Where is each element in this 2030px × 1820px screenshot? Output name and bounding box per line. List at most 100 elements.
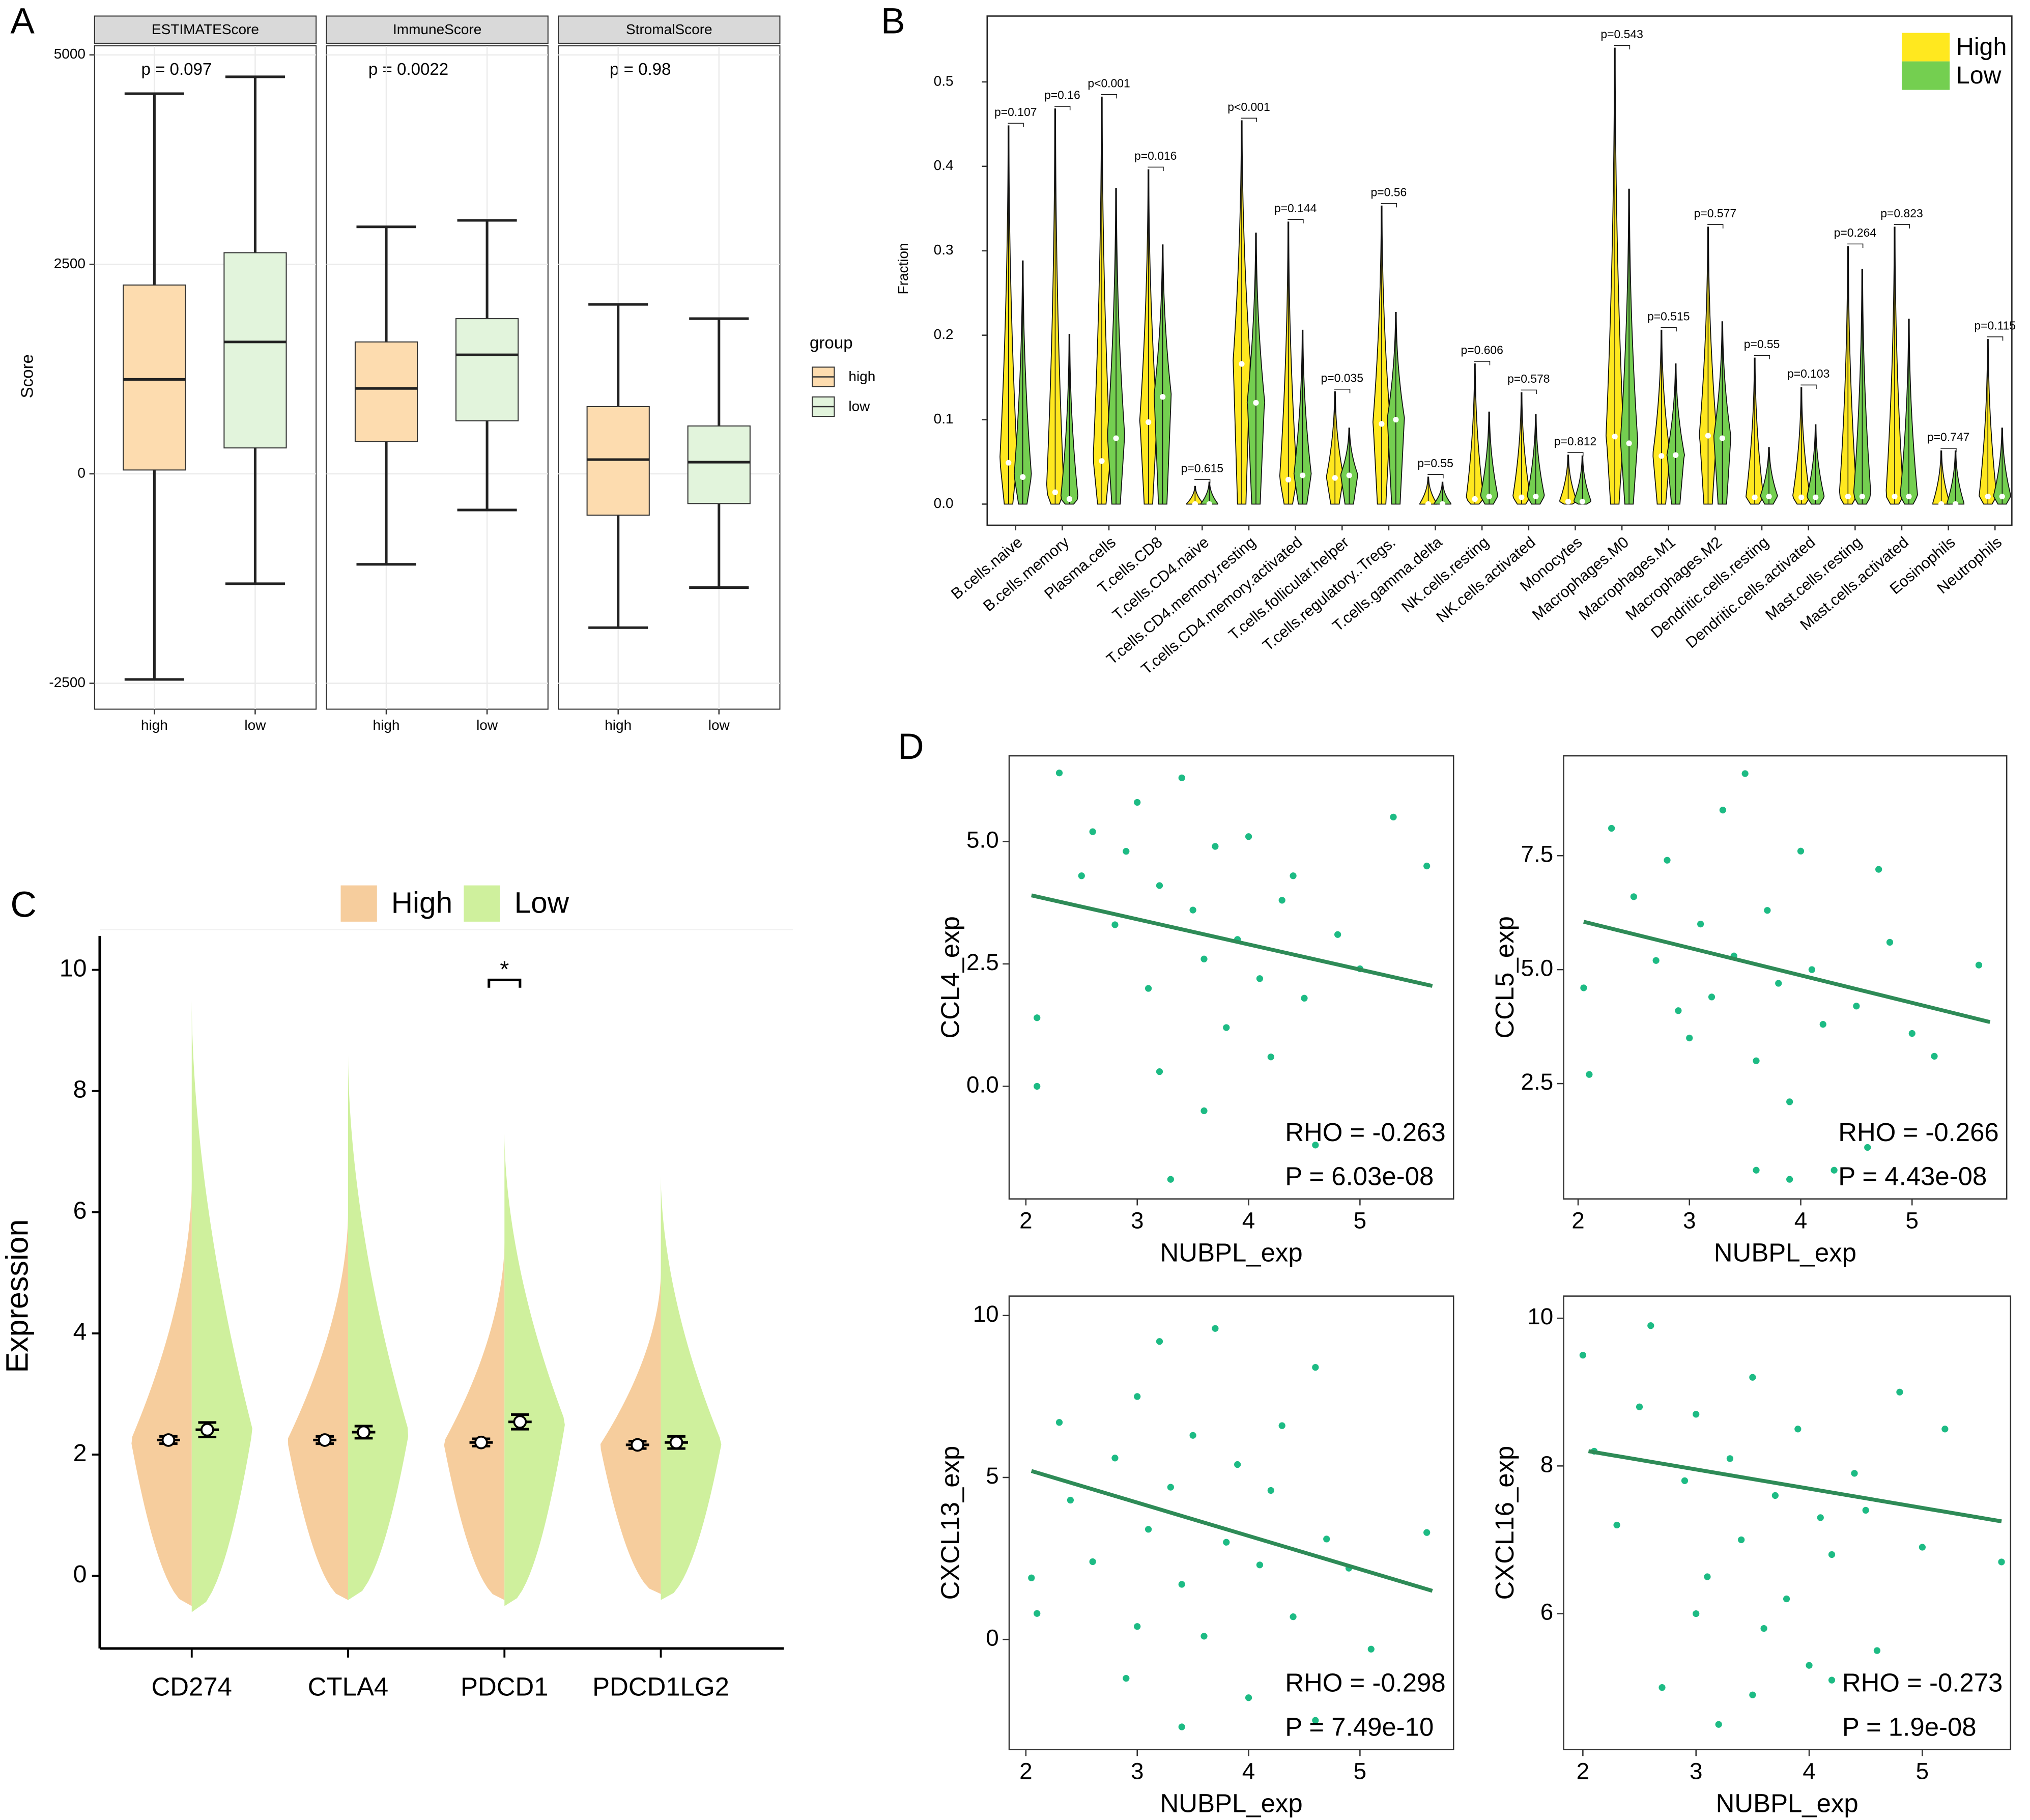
p-bracket xyxy=(1614,45,1631,50)
median-dot xyxy=(1472,496,1478,502)
point xyxy=(1886,939,1894,946)
median-dot xyxy=(1332,475,1338,481)
x-tick-label: 3 xyxy=(1690,1758,1702,1784)
y-axis-label: Fraction xyxy=(895,243,911,294)
y-tick-label: 0 xyxy=(73,1560,87,1588)
p-bracket xyxy=(1474,361,1491,365)
point xyxy=(1167,1484,1174,1491)
significance-bracket xyxy=(488,978,522,988)
p-bracket xyxy=(1567,452,1584,457)
y-tick-label: 0.2 xyxy=(934,326,954,342)
median-dot xyxy=(1659,453,1665,459)
point xyxy=(1189,1432,1196,1439)
facet-strip xyxy=(94,15,317,44)
point xyxy=(1831,1167,1838,1174)
median-dot xyxy=(1612,434,1618,440)
median-dot xyxy=(1006,460,1012,466)
facet-strip xyxy=(558,15,781,44)
y-tick-label: 8 xyxy=(1540,1451,1553,1477)
plot-panel xyxy=(1008,1295,1454,1750)
median-dot xyxy=(1985,493,1991,500)
p-bracket xyxy=(1008,123,1024,127)
median-dot xyxy=(1439,501,1446,507)
y-tick-label: 10 xyxy=(973,1301,999,1327)
median-dot xyxy=(1206,501,1212,507)
x-tick-label: 3 xyxy=(1131,1758,1143,1784)
half-violin xyxy=(600,1272,661,1594)
x-tick-label: 5 xyxy=(1916,1758,1929,1784)
p-value-label: p = 0.98 xyxy=(610,60,671,79)
x-tick-label: 2 xyxy=(1019,1208,1032,1234)
p-value-label: p<0.001 xyxy=(1227,100,1270,113)
y-tick-label: 2 xyxy=(73,1439,87,1467)
point xyxy=(1278,1422,1285,1429)
x-tick-label: high xyxy=(373,717,400,733)
half-violin xyxy=(191,1000,252,1612)
point xyxy=(1078,872,1085,879)
point xyxy=(1613,1521,1620,1529)
median-dot xyxy=(1953,501,1959,507)
median-dot xyxy=(1519,494,1525,500)
median-dot xyxy=(1052,489,1059,495)
legend-label: Low xyxy=(1956,62,2002,89)
point xyxy=(1794,1426,1802,1433)
point xyxy=(1726,1455,1734,1462)
y-tick-label: 0.1 xyxy=(934,411,954,426)
x-tick-label: 4 xyxy=(1242,1758,1255,1784)
y-tick-label: 7.5 xyxy=(1521,841,1554,867)
point xyxy=(1896,1388,1903,1396)
point xyxy=(1323,1535,1330,1543)
point xyxy=(1664,857,1671,864)
point xyxy=(1908,1030,1915,1037)
point xyxy=(1753,1057,1760,1064)
point xyxy=(1156,1338,1163,1345)
median-dot xyxy=(1719,435,1726,441)
point xyxy=(1775,980,1782,987)
point xyxy=(1034,1014,1041,1021)
point xyxy=(1212,843,1219,850)
point xyxy=(1245,833,1252,840)
fit-line xyxy=(1031,1469,1433,1593)
panel-label: C xyxy=(10,885,36,925)
point xyxy=(1223,1024,1230,1031)
median-dot xyxy=(1766,493,1772,500)
point xyxy=(1708,993,1716,1001)
point xyxy=(1123,1674,1130,1682)
median-dot xyxy=(1113,435,1119,441)
legend-label: low xyxy=(848,399,870,414)
p-value-label: p=0.16 xyxy=(1044,89,1080,102)
p-bracket xyxy=(1334,388,1351,393)
legend-key xyxy=(464,885,500,922)
x-tick-label: 5 xyxy=(1906,1208,1919,1234)
mean-dot xyxy=(513,1415,527,1429)
point xyxy=(1636,1403,1643,1410)
p-bracket xyxy=(1754,355,1770,359)
median-dot xyxy=(1239,361,1245,367)
point xyxy=(1055,770,1063,777)
x-tick-label: high xyxy=(141,717,168,733)
y-tick-label: -2500 xyxy=(49,674,85,690)
median-dot xyxy=(1346,472,1352,478)
point xyxy=(1771,1492,1779,1499)
point xyxy=(1256,1561,1264,1569)
box xyxy=(223,252,287,449)
median-dot xyxy=(1160,394,1166,400)
median-dot xyxy=(1673,452,1679,458)
x-tick-label: 4 xyxy=(1242,1208,1255,1234)
x-tick-label: high xyxy=(605,717,632,733)
point xyxy=(1741,770,1749,777)
median-dot xyxy=(1752,494,1758,500)
p-value-label: p=0.812 xyxy=(1554,435,1596,448)
facet-title: ImmuneScore xyxy=(393,21,481,37)
point xyxy=(1808,966,1815,973)
point xyxy=(1145,1526,1152,1533)
y-axis-label: Expression xyxy=(0,1219,34,1373)
annotation: RHO = -0.273 xyxy=(1842,1668,2003,1697)
annotation: P = 4.43e-08 xyxy=(1838,1161,1987,1190)
y-tick-label: 0 xyxy=(986,1625,998,1651)
x-tick-label: 2 xyxy=(1019,1758,1032,1784)
fit-line xyxy=(1588,1449,2002,1523)
x-tick-label: low xyxy=(708,717,730,733)
y-axis-label: CCL5_exp xyxy=(1490,916,1519,1039)
significance-label: * xyxy=(500,956,509,982)
